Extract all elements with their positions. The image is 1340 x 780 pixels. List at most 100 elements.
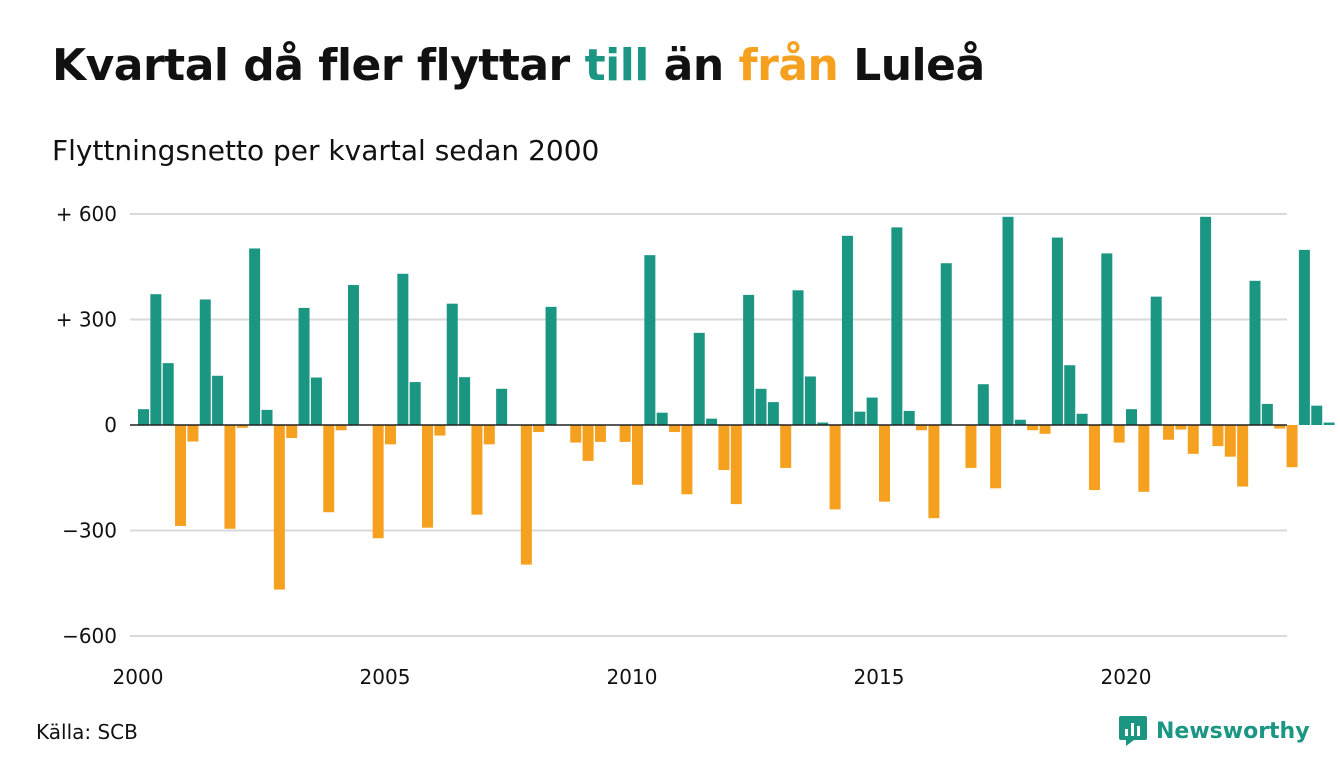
bar: [891, 227, 903, 425]
bar: [965, 425, 977, 468]
x-tick-label: 2005: [360, 665, 411, 689]
bar: [397, 273, 409, 425]
bar: [1039, 425, 1051, 434]
bar: [175, 425, 187, 526]
bar: [644, 255, 656, 425]
title-part-1: Kvartal då fler flyttar: [52, 40, 585, 91]
bar: [570, 425, 582, 443]
bar: [446, 303, 458, 425]
bar: [249, 248, 261, 425]
bar: [1261, 403, 1273, 425]
bar: [1187, 425, 1199, 454]
y-axis-labels: + 600 + 300 0 −300 −600: [56, 202, 117, 648]
bar: [1088, 425, 1100, 491]
bar: [533, 425, 545, 433]
bar: [706, 418, 718, 425]
y-tick-label: + 600: [56, 202, 117, 226]
y-tick-label: 0: [104, 413, 117, 437]
bar: [928, 425, 940, 519]
x-tick-label: 2020: [1101, 665, 1152, 689]
bar: [199, 299, 211, 425]
bar: [1064, 365, 1076, 425]
x-tick-label: 2000: [113, 665, 164, 689]
bar: [372, 425, 384, 539]
x-tick-label: 2010: [607, 665, 658, 689]
chart-subtitle: Flyttningsnetto per kvartal sedan 2000: [52, 134, 600, 167]
bar: [1237, 425, 1249, 487]
bar: [669, 425, 681, 433]
bar: [1014, 419, 1026, 425]
newsworthy-icon: [1119, 716, 1147, 746]
title-part-2: än: [648, 40, 739, 91]
bar: [496, 388, 508, 425]
bar: [298, 307, 310, 425]
bar: [693, 332, 705, 425]
bar: [866, 397, 878, 425]
bar: [619, 425, 631, 442]
bar: [1249, 280, 1261, 425]
x-axis-labels: 2000 2005 2010 2015 2020: [113, 665, 1152, 689]
bar: [347, 285, 359, 425]
bar: [224, 425, 236, 529]
bar: [261, 409, 273, 425]
bar: [434, 425, 446, 436]
bar: [150, 294, 162, 425]
title-fran: från: [738, 40, 839, 91]
x-tick-label: 2015: [854, 665, 905, 689]
bar: [780, 425, 792, 468]
bar: [841, 235, 853, 425]
bar: [1002, 216, 1014, 425]
bar: [755, 388, 767, 425]
bar: [471, 425, 483, 515]
bar: [1051, 237, 1063, 425]
bar: [1126, 409, 1137, 425]
bar: [385, 425, 396, 445]
bar: [138, 409, 149, 425]
brand-name: Newsworthy: [1156, 718, 1310, 744]
bar: [1113, 425, 1125, 443]
bar: [422, 425, 434, 528]
bar: [1101, 253, 1113, 425]
y-tick-label: −600: [62, 624, 117, 648]
bar: [582, 425, 594, 461]
bar: [1163, 425, 1175, 440]
bar: [187, 425, 199, 442]
bar: [1286, 425, 1298, 468]
bar: [804, 376, 816, 425]
bar: [310, 377, 322, 425]
bar: [236, 425, 248, 428]
bar: [1298, 249, 1310, 425]
bar: [273, 425, 285, 590]
bar: [656, 412, 668, 425]
bar: [1175, 425, 1187, 430]
bar: [323, 425, 335, 513]
bars: [138, 216, 1335, 590]
gridlines: [130, 213, 1287, 637]
bar: [718, 425, 730, 471]
bar: [1323, 422, 1335, 425]
bar: [594, 425, 606, 442]
bar: [767, 402, 779, 425]
bar: [1274, 425, 1286, 429]
title-till: till: [584, 40, 650, 91]
bar: [940, 263, 952, 425]
bar: [792, 290, 804, 425]
bar: [520, 425, 532, 565]
bar: [916, 425, 928, 431]
bar: [854, 411, 866, 425]
bar: [483, 425, 495, 445]
bar: [817, 422, 829, 425]
bar: [1212, 425, 1224, 447]
bar: [990, 425, 1002, 489]
bar: [335, 425, 347, 431]
bar: [1138, 425, 1150, 492]
title-part-3: Luleå: [838, 40, 985, 91]
bar: [1200, 216, 1212, 425]
bar: [743, 294, 755, 425]
bar: [1076, 413, 1088, 425]
bar: [879, 425, 890, 502]
bar: [459, 377, 471, 425]
chart-title: Kvartal då fler flyttar till än från Lul…: [52, 40, 985, 91]
bar: [212, 375, 224, 425]
